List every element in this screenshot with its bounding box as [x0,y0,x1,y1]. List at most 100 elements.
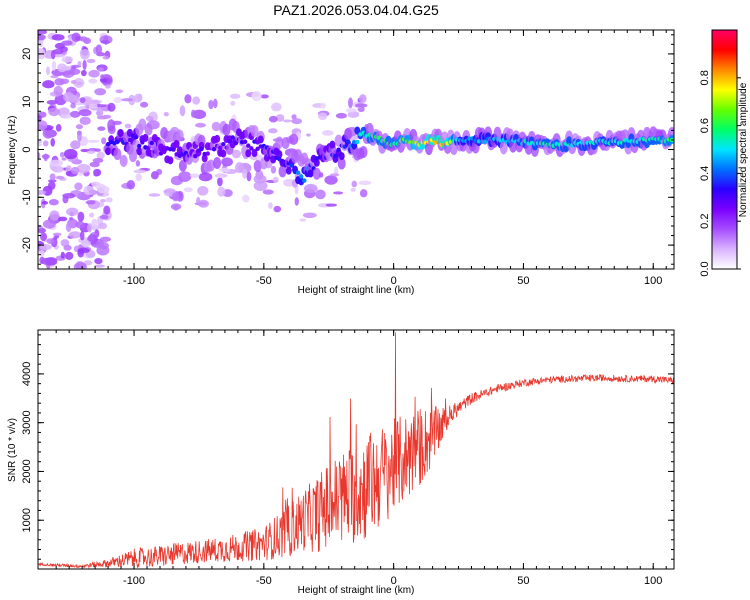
spectrogram-frame [37,29,675,270]
spectrogram-cell [91,218,98,229]
spectrogram-cell [201,154,208,163]
spectrogram-cell [87,139,100,143]
spectrogram-cell [89,234,94,243]
spectrogram-cell [229,93,241,99]
spectrogram-cell [39,232,47,242]
spectrogram-cell [96,116,108,120]
spectrogram-cell [291,118,303,125]
spectrogram-cell [302,178,307,183]
spectrogram-cell [355,139,360,145]
spectrogram-cell [206,159,215,172]
spectrogram-cell [55,123,62,132]
spectrogram-cell [79,36,88,42]
spectrogram-cell [359,145,368,158]
spectrogram-cell [192,109,207,120]
spectrogram-cell [46,238,55,244]
spectrogram-cell [38,30,48,35]
spectrogram-cell [97,67,104,72]
spectrogram-cell [320,102,326,109]
x-tick-label: -100 [123,575,145,587]
spectrogram-cell [70,166,80,175]
spectrogram-cell [88,103,98,109]
spectrogram-cell [262,189,274,195]
spectrogram-cell [38,115,42,122]
x-tick-label: 100 [644,275,662,287]
spectrogram-cell [144,123,153,136]
y-tick-label: -20 [21,237,33,253]
spectrogram-cell [105,142,111,147]
spectrogram-cell [94,264,106,268]
spectrogram-cell [48,199,59,206]
spectrogram-cell [80,48,90,60]
spectrogram-cell [251,90,262,102]
chart-title: PAZ1.2026.053.04.04.G25 [273,2,439,18]
spectrogram-cell [197,199,209,208]
spectrogram-cell [334,134,343,147]
spectrogram-cell [171,147,176,152]
y-tick-label: 1000 [21,508,33,532]
spectrogram-cell [75,220,85,229]
spectrogram-cell [81,240,91,248]
spectrogram-cell [136,147,143,156]
y-tick-label: 2000 [21,459,33,483]
spectrogram-cell [303,183,318,193]
spectrogram-cell [347,111,360,118]
spectrogram-cell [282,119,292,123]
spectrogram-cell [253,180,268,191]
spectrogram-cell [285,166,292,175]
x-tick-label: 50 [517,575,529,587]
spectrogram-cell [133,169,147,174]
colorbar-tick-label: 0.4 [699,166,711,181]
spectrogram-cell [79,116,91,125]
spectrogram-cell [268,128,278,134]
spectrogram-cell [42,219,56,229]
spectrogram-cell [322,130,334,136]
spectrogram-cell [242,168,248,179]
colorbar-scale [711,29,738,270]
colorbar-tick-label: 0.8 [699,70,711,85]
spectrogram-cell [222,123,231,136]
spectrogram-cell [189,173,200,178]
y-tick-label: 3000 [21,410,33,434]
spectrogram-cell [135,160,141,167]
spectrogram-cell [60,239,70,247]
spectrogram-cell [482,139,488,144]
spectrogram-cell [241,194,250,203]
spectrogram-cell [278,165,287,178]
spectrogram-cell [86,58,96,64]
spectrogram-cell [142,133,149,142]
spectrogram-cell [38,227,46,234]
spectrogram-cell [163,112,169,117]
spectrogram-cell [121,98,134,102]
spectrogram-cell [218,167,231,173]
spectrogram-cell [53,85,63,96]
spectrogram-cell [105,197,113,203]
spectrogram-cell [50,138,55,147]
spectrogram-cell [134,93,141,103]
y-tick-label: 10 [21,96,33,108]
spectrogram-cell [137,143,142,149]
spectrogram-cell [335,112,347,119]
spectrogram-cell [295,170,301,175]
x-tick-label: 50 [517,275,529,287]
spectrogram-cell [336,147,341,152]
spectrogram-cell [57,216,68,222]
spectrogram-cell [211,121,221,132]
colorbar-label: Normalized spectral amplitude [738,82,749,217]
spectrogram-cell [63,244,72,251]
spectrogram-cell [61,40,73,46]
spectrogram-cell [208,99,214,110]
spectrogram-cell [89,212,95,218]
y-tick-label: 0 [21,146,33,152]
spectrogram-cell [161,149,167,155]
spectrogram-cell [38,34,46,41]
spectrogram-cell [75,124,84,130]
spectrogram-cell [88,78,98,84]
spectrogram-cell [268,202,273,209]
spectrogram-cell [343,127,352,140]
spectrogram-cell [38,142,43,147]
spectrogram-cell [119,154,128,167]
spectrogram-cell [234,162,245,174]
spectrogram-cell [100,40,110,44]
spectrogram-cell [65,222,72,233]
